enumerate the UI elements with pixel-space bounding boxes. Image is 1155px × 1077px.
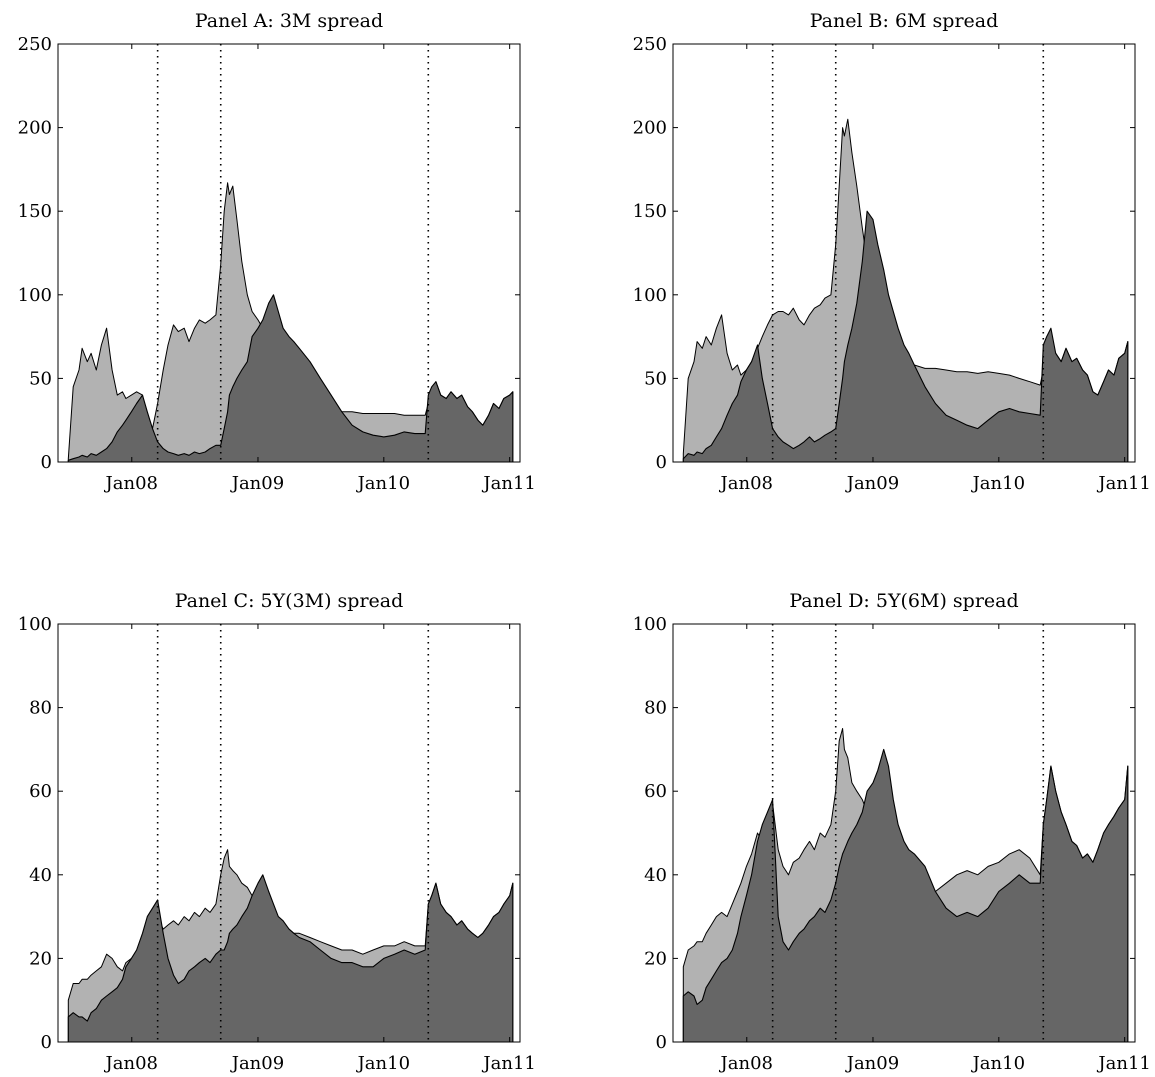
y-tick-label: 150 (18, 201, 52, 222)
x-tick-label: Jan08 (719, 473, 773, 494)
x-tick-label: Jan10 (356, 1053, 410, 1074)
y-tick-label: 100 (18, 285, 52, 306)
x-tick-label: Jan09 (845, 1053, 899, 1074)
y-tick-label: 20 (644, 948, 667, 969)
y-tick-label: 0 (656, 452, 667, 473)
x-tick-label: Jan08 (719, 1053, 773, 1074)
panel-c: 0 20 40 60 80 100 Jan08 Jan09 Jan10 Jan11 Panel C:… (18, 590, 536, 1074)
x-tick-label: Jan11 (1096, 1053, 1150, 1074)
y-tick-label: 50 (29, 368, 52, 389)
y-tick-label: 40 (29, 865, 52, 886)
panel-title: Panel C: 5Y(3M) spread (175, 590, 404, 612)
panel-d: 0 20 40 60 80 100 Jan08 Jan09 Jan10 Jan11 Panel D:… (633, 590, 1151, 1074)
series-component-area (682, 210, 1129, 463)
y-tick-label: 80 (644, 698, 667, 719)
y-tick-label: 150 (633, 201, 667, 222)
y-tick-label: 200 (633, 118, 667, 139)
y-tick-label: 200 (18, 118, 52, 139)
plot-frame (672, 623, 1136, 1043)
y-tick-label: 0 (656, 1032, 667, 1053)
y-tick-label: 60 (29, 781, 52, 802)
x-tick-label: Jan09 (230, 473, 284, 494)
x-tick-label: Jan10 (356, 473, 410, 494)
y-tick-label: 250 (18, 34, 52, 55)
x-tick-label: Jan11 (1096, 473, 1150, 494)
x-tick-label: Jan08 (104, 473, 158, 494)
series-component-area (67, 874, 514, 1043)
y-tick-label: 0 (41, 452, 52, 473)
plot-frame (672, 43, 1136, 463)
x-tick-label: Jan10 (971, 1053, 1025, 1074)
x-tick-label: Jan09 (230, 1053, 284, 1074)
y-tick-label: 80 (29, 698, 52, 719)
panel-a: 0 50 100 150 200 250 Jan08 Jan09 Jan10 Jan11 Panel… (18, 10, 536, 494)
y-tick-label: 250 (633, 34, 667, 55)
y-tick-label: 100 (633, 285, 667, 306)
y-tick-label: 50 (644, 368, 667, 389)
y-tick-label: 60 (644, 781, 667, 802)
panel-b: 0 50 100 150 200 250 Jan08 Jan09 Jan10 Jan11 Panel… (633, 10, 1151, 494)
panel-title: Panel D: 5Y(6M) spread (789, 590, 1018, 612)
x-tick-label: Jan10 (971, 473, 1025, 494)
y-tick-label: 20 (29, 948, 52, 969)
plot-frame (57, 43, 521, 463)
plot-frame (57, 623, 521, 1043)
panel-title: Panel B: 6M spread (810, 10, 999, 32)
series-component-area (682, 748, 1129, 1043)
x-tick-label: Jan11 (481, 473, 535, 494)
y-tick-label: 40 (644, 865, 667, 886)
panel-title: Panel A: 3M spread (195, 10, 383, 32)
x-tick-label: Jan11 (481, 1053, 535, 1074)
y-tick-label: 100 (633, 614, 667, 635)
x-tick-label: Jan09 (845, 473, 899, 494)
y-tick-label: 0 (41, 1032, 52, 1053)
series-component-area (67, 294, 514, 463)
x-tick-label: Jan08 (104, 1053, 158, 1074)
y-tick-label: 100 (18, 614, 52, 635)
